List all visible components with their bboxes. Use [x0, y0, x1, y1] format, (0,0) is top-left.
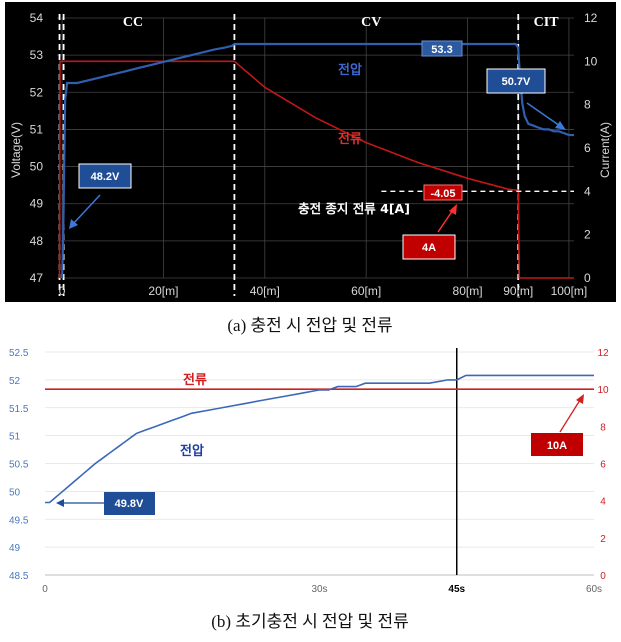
chart-a-ytick-left: 52	[30, 85, 44, 99]
chart-a-current-arrowhead	[449, 204, 457, 215]
chart-a-current-series-label: 전류	[338, 131, 362, 147]
chart-b-xtick: 30s	[311, 584, 327, 595]
chart-a-xtick: 100[m]	[551, 284, 588, 298]
chart-a-xtick: 40[m]	[250, 284, 280, 298]
chart-a-ytick-left: 49	[30, 197, 44, 211]
chart-a-start-voltage-callout: 48.2V	[91, 171, 120, 183]
chart-a-ytick-left: 50	[30, 160, 44, 174]
chart-b-start-voltage-callout-box	[104, 492, 155, 515]
chart-a-current-flag: -4.05	[430, 188, 455, 200]
chart-a-ytick-right: 4	[584, 184, 591, 198]
chart-a-background	[5, 2, 616, 302]
chart-b-current-series-label: 전류	[183, 372, 207, 388]
chart-a-ytick-right: 0	[584, 271, 591, 285]
chart-a-current-flag-box	[423, 184, 463, 201]
chart-b-current-arrowhead	[576, 394, 584, 404]
chart-b-background	[5, 343, 616, 601]
chart-a-ytick-left: 51	[30, 122, 44, 136]
chart-a-ytick-left: 48	[30, 234, 44, 248]
chart-a-current-arrow	[437, 209, 454, 233]
chart-b-ytick-left: 49	[9, 543, 21, 554]
chart-b-xtick: 60s	[586, 584, 602, 595]
chart-b-ytick-right: 10	[597, 385, 609, 396]
chart-b-caption: (b) 초기충전 시 전압 및 전류	[211, 612, 408, 631]
chart-b-tick-labels: 48.5 49 49.5 50 50.5 51 51.5 52 52.5 0 2 4 6 8 10 12 0 30…	[9, 348, 609, 595]
chart-b-ytick-right: 0	[600, 571, 606, 582]
chart-a-start-voltage-arrow	[72, 194, 101, 225]
chart-b-ytick-left: 51	[9, 432, 21, 443]
chart-a-start-voltage-callout-box	[78, 163, 132, 189]
chart-a-xtick: 80[m]	[453, 284, 483, 298]
chart-b-start-voltage-arrowhead	[56, 499, 64, 507]
chart-b-ytick-right: 8	[600, 422, 606, 433]
chart-a-ylabel-right: Current(A)	[598, 122, 612, 178]
chart-a-end-voltage-arrowhead	[555, 121, 566, 130]
chart-a-start-voltage-arrowhead	[69, 219, 78, 229]
chart-a-phase-labels: CC CV CIT	[123, 15, 559, 30]
chart-b-current-arrow	[559, 399, 581, 433]
chart-b-ytick-left: 48.5	[9, 571, 29, 582]
chart-b-xtick: 45s	[448, 584, 465, 595]
chart-a-ytick-right: 10	[584, 54, 598, 68]
chart-a-caption: (a) 충전 시 전압 및 전류	[227, 316, 392, 335]
chart-a-end-voltage-callout: 50.7V	[502, 76, 531, 88]
chart-a-ylabel-left: Voltage(V)	[9, 122, 23, 178]
chart-a-xtick: 60[m]	[351, 284, 381, 298]
chart-b-voltage-series-label: 전압	[180, 443, 204, 459]
chart-a-ytick-right: 12	[584, 11, 598, 25]
chart-b-ytick-right: 12	[597, 348, 609, 359]
chart-b-current-callout-box	[531, 433, 583, 456]
chart-b: 48.5 49 49.5 50 50.5 51 51.5 52 52.5 0 2 4 6 8 10 12 0 30…	[5, 343, 616, 601]
chart-a-xtick: 0	[59, 284, 66, 298]
chart-a-phase-label: CC	[123, 15, 143, 30]
chart-b-start-voltage-callout: 49.8V	[115, 498, 144, 510]
chart-a-end-voltage-arrow	[526, 102, 561, 127]
chart-a-ytick-left: 53	[30, 48, 44, 62]
chart-b-current-callout: 10A	[547, 440, 567, 452]
chart-b-ytick-left: 49.5	[9, 515, 29, 526]
chart-b-ytick-right: 4	[600, 497, 606, 508]
chart-a-voltage-series-label: 전압	[338, 62, 362, 78]
chart-a-voltage-flag-box	[421, 40, 463, 57]
chart-a-tick-labels: 47 48 49 50 51 52 53 54 0 2 4 6 8 10 12 0 20[m] 40[m] 60[m…	[30, 11, 598, 298]
chart-a-stop-current-label: 충전 종지 전류 4[A]	[298, 201, 410, 216]
chart-a-xtick: 90[m]	[503, 284, 533, 298]
chart-a-current-callout: 4A	[422, 242, 436, 254]
chart-a-voltage-line	[61, 42, 574, 279]
chart-a-current-line	[58, 60, 574, 279]
chart-b-ytick-left: 50.5	[9, 460, 29, 471]
chart-b-ytick-left: 52	[9, 376, 21, 387]
chart-a: 47 48 49 50 51 52 53 54 0 2 4 6 8 10 12 0 20[m] 40[m] 60[m…	[5, 2, 616, 302]
chart-a-ytick-right: 8	[584, 98, 591, 112]
chart-a-phase-label: CIT	[534, 15, 560, 30]
chart-a-xtick: 20[m]	[148, 284, 178, 298]
chart-b-ytick-left: 50	[9, 487, 21, 498]
chart-b-grid	[45, 351, 594, 576]
chart-b-ytick-left: 51.5	[9, 404, 29, 415]
chart-b-ytick-left: 52.5	[9, 348, 29, 359]
chart-a-voltage-flag: 53.3	[431, 44, 452, 56]
chart-a-ytick-left: 47	[30, 271, 44, 285]
chart-a-phase-label: CV	[361, 15, 381, 30]
chart-a-ytick-left: 54	[30, 11, 44, 25]
chart-b-xtick: 0	[42, 584, 48, 595]
chart-b-ytick-right: 2	[600, 534, 606, 545]
chart-a-ytick-right: 2	[584, 228, 591, 242]
chart-a-current-callout-box	[402, 234, 456, 260]
chart-a-end-voltage-callout-box	[486, 68, 546, 94]
chart-b-ytick-right: 6	[600, 460, 606, 471]
chart-a-ytick-right: 6	[584, 141, 591, 155]
chart-b-voltage-line	[45, 374, 594, 504]
